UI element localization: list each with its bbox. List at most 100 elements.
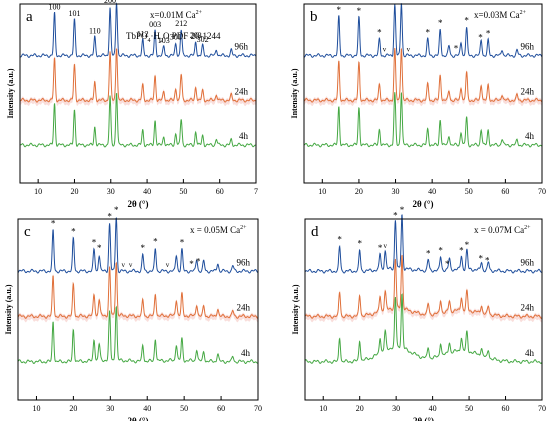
series-label-24h: 24h xyxy=(521,303,535,313)
x-tick-label: 40 xyxy=(428,187,436,196)
x-tick-label: 20 xyxy=(356,404,364,413)
hkl-label: 301 xyxy=(170,33,182,42)
peak-marker-v: v xyxy=(383,46,387,54)
plot-frame xyxy=(303,3,543,184)
series-line-24h xyxy=(304,255,543,319)
peak-marker-star: * xyxy=(438,18,443,28)
peak-marker-star: * xyxy=(357,238,362,248)
plot-frame xyxy=(304,218,543,401)
x-tick-label: 40 xyxy=(143,187,151,196)
series-label-96h: 96h xyxy=(521,257,535,267)
x-tick-label: 60 xyxy=(217,404,225,413)
x-axis-label: 2θ (°) xyxy=(412,199,433,209)
hkl-label: 200 xyxy=(104,0,116,5)
plot-frame xyxy=(19,3,257,184)
x-tick-label: 60 xyxy=(502,404,510,413)
series-line-96h xyxy=(303,3,543,58)
peak-marker-star: * xyxy=(465,240,470,250)
x-tick-label: 7 xyxy=(254,187,258,196)
series-line-4h xyxy=(17,305,259,365)
peak-marker-star: * xyxy=(189,259,194,269)
x-tick-label: 70 xyxy=(538,187,546,196)
peak-marker-star: * xyxy=(97,243,102,253)
peak-marker-star: * xyxy=(478,254,483,264)
x-tick-label: 40 xyxy=(143,404,151,413)
series-line-4h xyxy=(304,91,543,148)
x-axis-label: 2θ (°) xyxy=(127,416,148,421)
peak-marker-star: * xyxy=(438,246,443,256)
hkl-label: 302 xyxy=(197,35,209,44)
x-tick-label: 50 xyxy=(179,187,187,196)
peak-marker-star: * xyxy=(337,5,342,15)
plot-frame xyxy=(17,218,259,401)
panel-label: a xyxy=(26,9,33,25)
x-tick-label: 50 xyxy=(465,404,473,413)
series-label-24h: 24h xyxy=(237,303,251,313)
panel-label: d xyxy=(311,224,319,240)
chart-panel-a: 96h24h4h10010111020010211200310330121220… xyxy=(6,0,258,209)
x-tick-label: 60 xyxy=(216,187,224,196)
series-line-96h xyxy=(304,214,543,274)
reference-label: TbPO4·H2O PDF 20-1244 xyxy=(126,31,221,44)
peak-marker-star: * xyxy=(196,257,201,267)
peak-marker-star: * xyxy=(180,237,185,247)
x-tick-label: 30 xyxy=(392,187,400,196)
y-axis-label: Intensity (a.u.) xyxy=(4,284,13,334)
series-line-96h xyxy=(17,217,259,274)
peak-marker-star: * xyxy=(92,237,97,247)
series-line-96h xyxy=(19,2,257,58)
peak-marker-star: * xyxy=(393,210,398,220)
panel-label: c xyxy=(24,224,31,240)
y-axis-label: Intensity (a.u.) xyxy=(6,68,15,118)
x-tick-label: 10 xyxy=(318,187,326,196)
peak-marker-star: * xyxy=(337,235,342,245)
series-label-96h: 96h xyxy=(237,257,251,267)
x-tick-label: 20 xyxy=(355,187,363,196)
series-band-24h xyxy=(20,47,256,107)
peak-marker-v: v xyxy=(383,242,387,250)
x-tick-label: 70 xyxy=(538,404,546,413)
hkl-label: 110 xyxy=(89,26,101,35)
hkl-label: 212 xyxy=(175,19,187,28)
hkl-label: 203 xyxy=(190,31,202,40)
peak-marker-v: v xyxy=(166,261,170,269)
series-line-4h xyxy=(304,293,543,364)
peak-marker-star: * xyxy=(426,27,431,37)
x-tick-label: 10 xyxy=(32,404,40,413)
series-label-96h: 96h xyxy=(235,42,249,52)
peak-marker-v: v xyxy=(129,261,133,269)
series-label-4h: 4h xyxy=(239,131,249,141)
peak-marker-star: * xyxy=(141,243,146,253)
series-line-24h xyxy=(17,261,258,319)
peak-marker-star: * xyxy=(464,16,469,26)
x-tick-label: 10 xyxy=(34,187,42,196)
peak-marker-star: * xyxy=(486,29,491,39)
series-label-4h: 4h xyxy=(525,348,535,358)
hkl-label: 101 xyxy=(68,9,80,18)
series-label-4h: 4h xyxy=(525,131,535,141)
series-label-4h: 4h xyxy=(241,348,251,358)
peak-marker-star: * xyxy=(400,205,405,215)
x-tick-label: 40 xyxy=(429,404,437,413)
series-label-24h: 24h xyxy=(235,86,249,96)
series-line-4h xyxy=(19,93,257,148)
x-axis-label: 2θ (°) xyxy=(127,199,148,209)
peak-marker-star: * xyxy=(478,33,483,43)
hkl-label: 003 xyxy=(149,20,161,29)
x-tick-label: 60 xyxy=(501,187,509,196)
peak-marker-star: * xyxy=(378,243,383,253)
condition-label: x=0.03M Ca2+ xyxy=(474,10,527,20)
peak-marker-star: * xyxy=(445,259,450,269)
x-tick-label: 30 xyxy=(392,404,400,413)
y-axis-label: Intensity (a.u.) xyxy=(290,68,299,118)
series-label-24h: 24h xyxy=(521,86,535,96)
x-tick-label: 30 xyxy=(107,187,115,196)
condition-label: x = 0.05M Ca2+ xyxy=(190,225,247,235)
peak-marker-star: * xyxy=(51,218,56,228)
x-tick-label: 20 xyxy=(70,187,78,196)
condition-label: x=0.01M Ca2+ xyxy=(150,10,203,20)
peak-marker-star: * xyxy=(459,246,464,256)
